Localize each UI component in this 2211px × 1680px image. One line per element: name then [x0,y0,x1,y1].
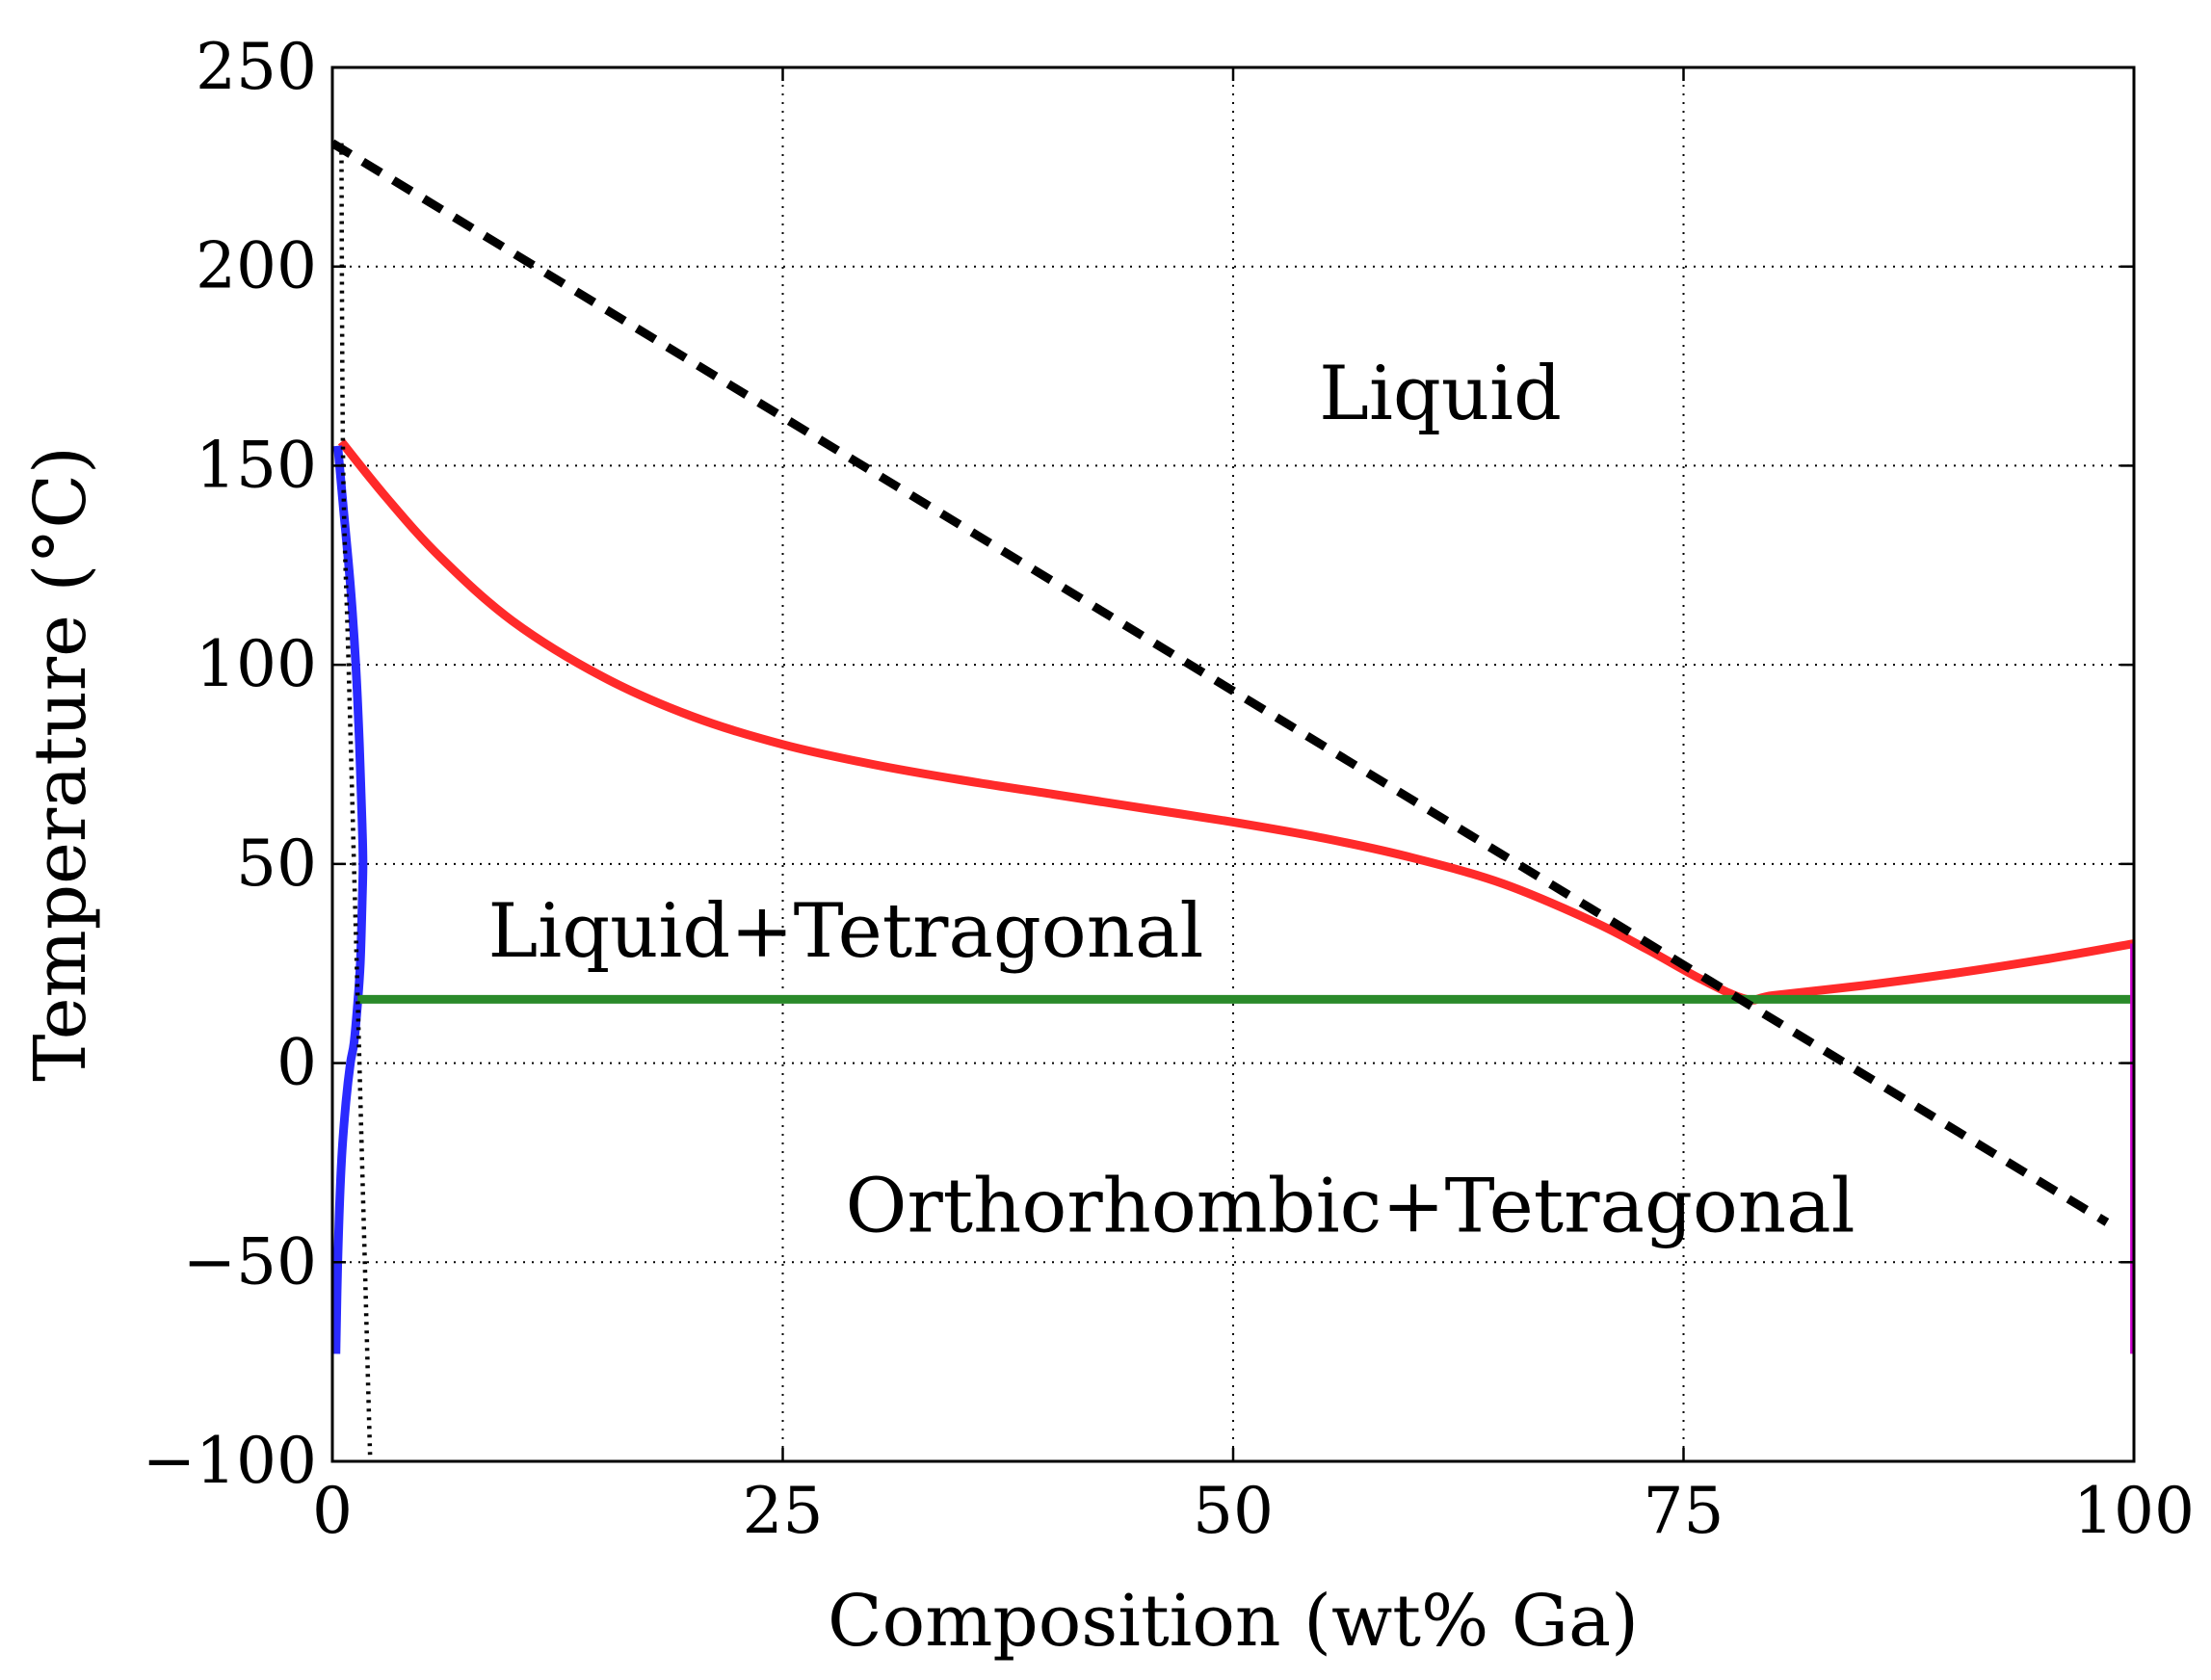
region-label: Liquid [1319,351,1562,437]
y-tick-label: 100 [196,627,317,701]
series-liquidus [337,438,2134,1005]
x-axis-label: Composition (wt% Ga) [828,1580,1639,1663]
y-tick-label: 0 [276,1026,317,1100]
y-tick-label: 50 [236,827,317,901]
data-series [332,139,2134,1461]
y-tick-label: 150 [196,428,317,502]
x-tick-label: 25 [743,1474,824,1548]
x-tick-label: 50 [1193,1474,1274,1548]
axis-ticks: 0 25 50 75 100 −100 −50 0 50 100 150 200 250 [143,30,2195,1548]
y-tick-label: −50 [183,1224,317,1299]
series-solvus [332,445,368,1354]
x-tick-label: 0 [312,1474,353,1548]
y-tick-label: 250 [196,30,317,104]
y-axis-label: Temperature (°C) [19,446,102,1082]
x-tick-label: 100 [2073,1474,2195,1548]
series-left-dotted-boundary [339,143,373,1461]
grid-lines [332,67,2134,1461]
y-tick-label: 200 [196,229,317,303]
x-tick-label: 75 [1644,1474,1724,1548]
series-metastable-liquidus [332,139,2110,1226]
region-label: Orthorhombic+Tetragonal [846,1163,1856,1249]
region-label: Liquid+Tetragonal [487,888,1203,975]
y-tick-label: −100 [143,1424,317,1498]
region-labels: Liquid Liquid+Tetragonal Orthorhombic+Tetr… [487,351,1855,1249]
